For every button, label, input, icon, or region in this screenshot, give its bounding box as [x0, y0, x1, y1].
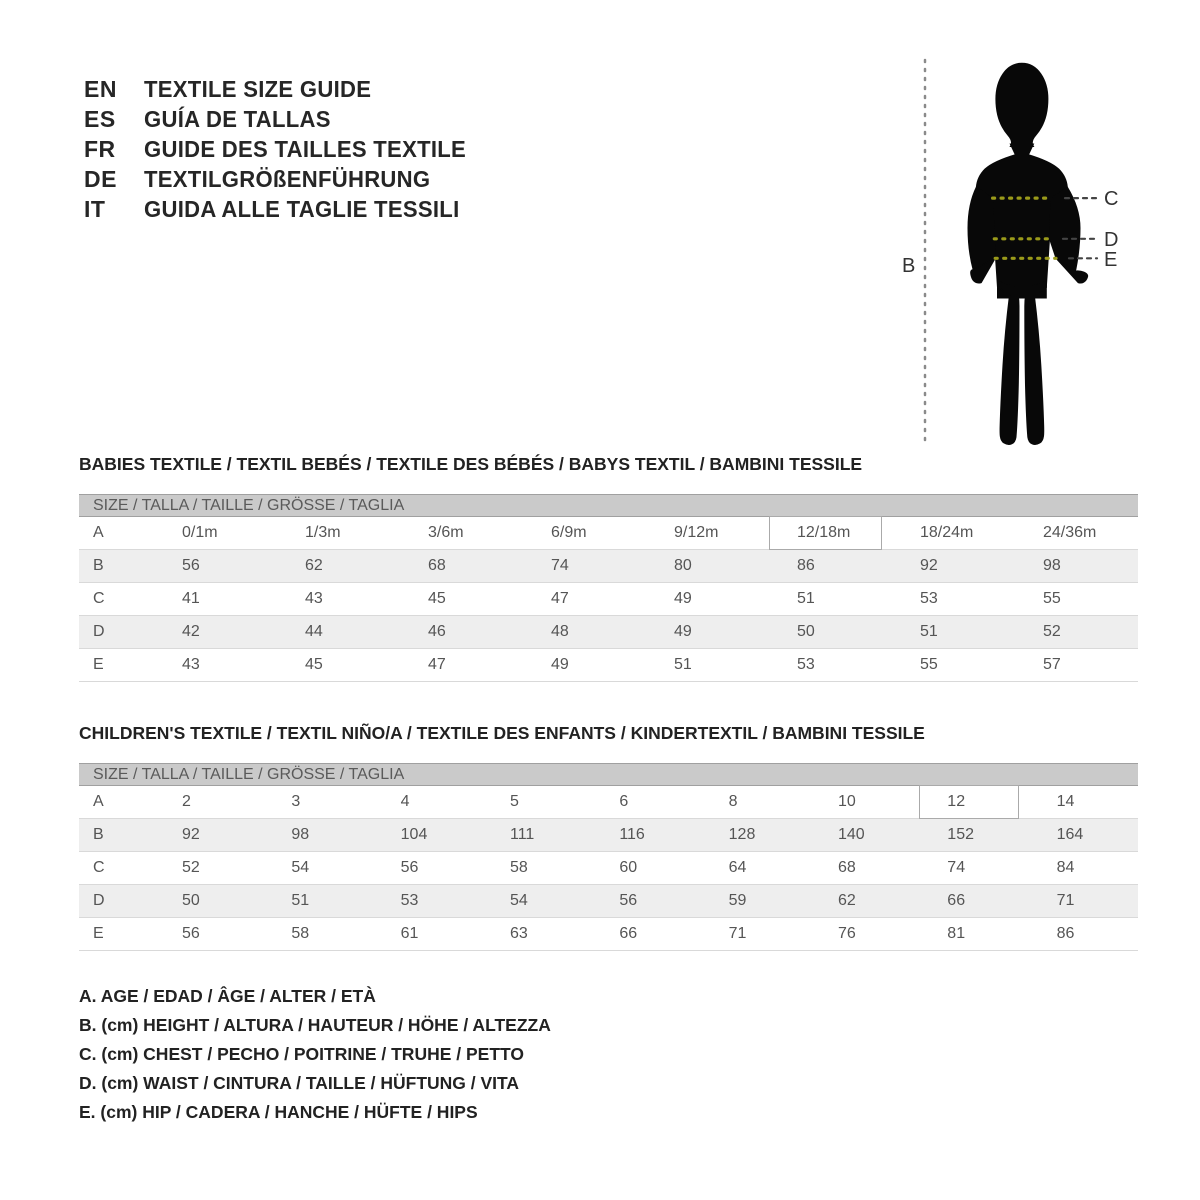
svg-text:E: E	[1104, 249, 1117, 271]
svg-text:D: D	[1104, 229, 1118, 251]
svg-text:B: B	[902, 255, 915, 277]
svg-text:C: C	[1104, 188, 1118, 210]
